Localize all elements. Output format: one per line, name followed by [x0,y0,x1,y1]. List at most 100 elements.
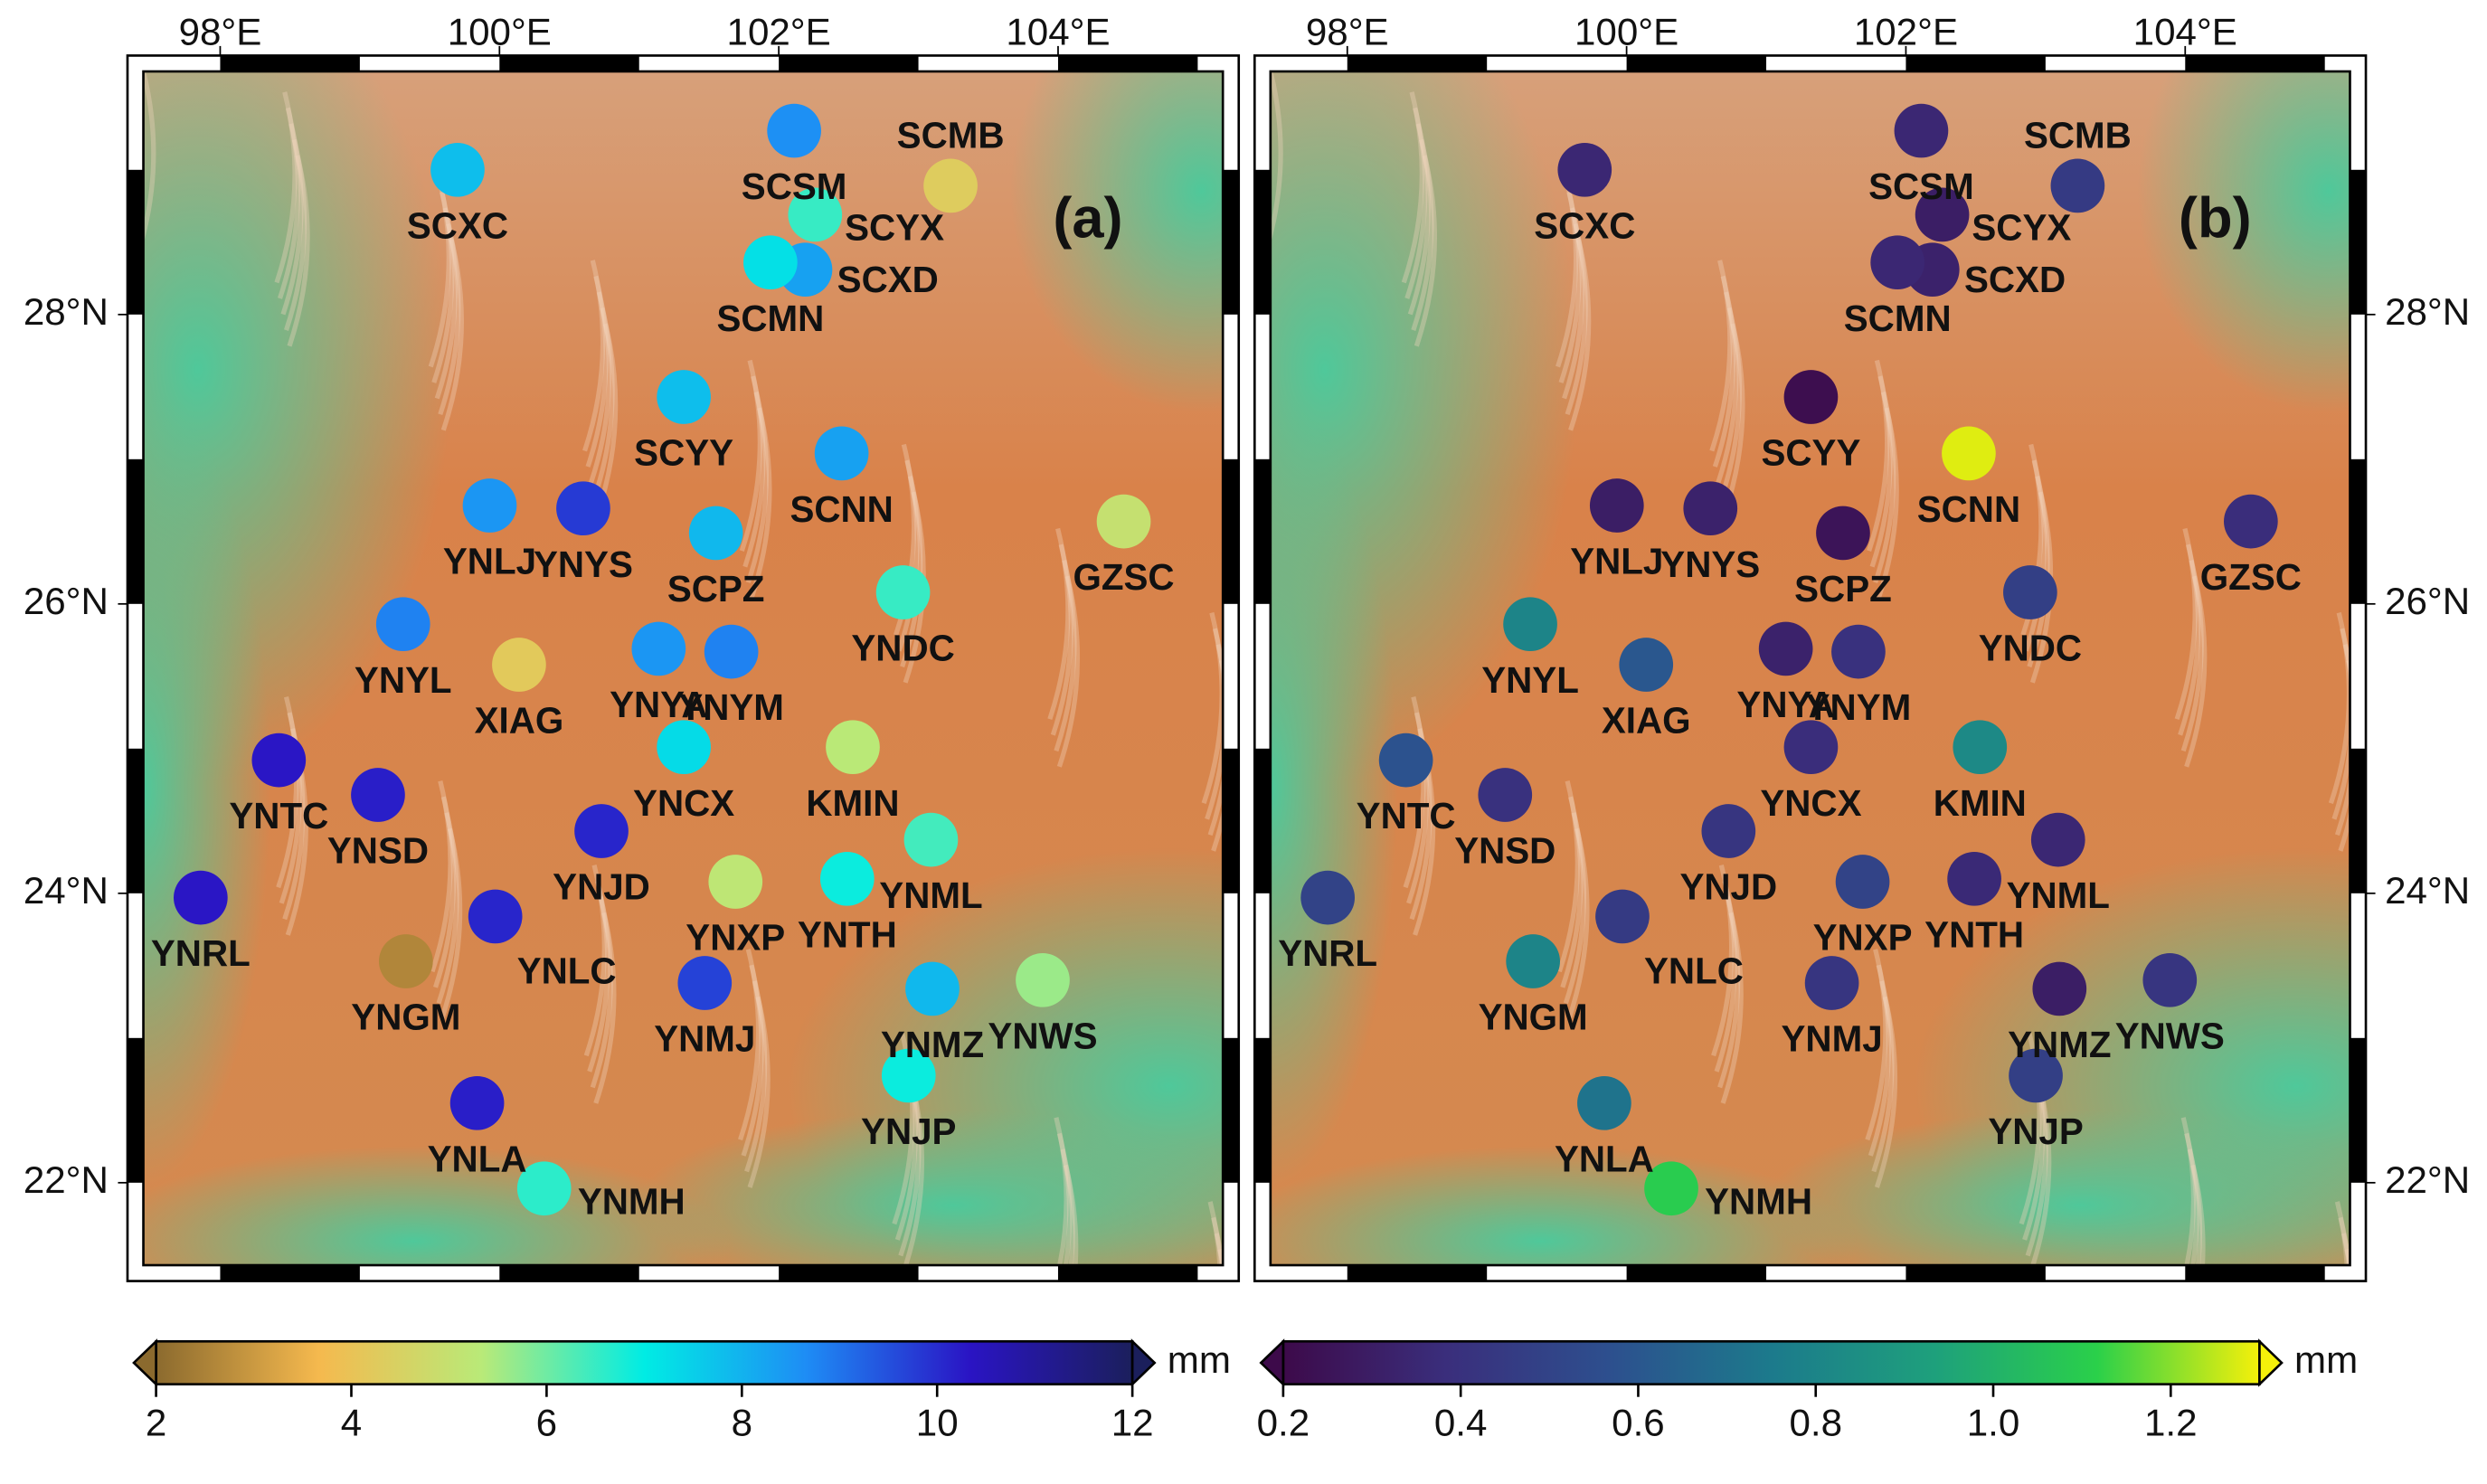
cb-tick-label: 0.8 [1789,1401,1842,1443]
ridge [433,796,457,988]
ridge [1054,560,1077,752]
station [351,768,405,822]
cb-tick-label: 0.6 [1612,1401,1665,1443]
lowland [1270,1146,1858,1266]
station-label: YNCX [633,782,734,824]
ridge [1876,407,1899,600]
station-label: YNMJ [654,1018,755,1060]
station [1503,597,1557,652]
station [1942,426,1996,481]
ridge [287,155,310,347]
ridge [430,780,453,973]
station-label: YNJP [1988,1111,2083,1152]
station [468,889,523,944]
station-label: SCMN [716,298,824,339]
ridge [1211,659,1224,852]
station-label: SCXC [407,204,508,246]
ridge [284,138,307,331]
station-label: SCYX [1972,207,2071,249]
ridge [1054,1117,1069,1266]
station [1478,768,1533,822]
ridge [2030,1080,2052,1266]
cb-tick-label: 1.2 [2144,1401,2198,1443]
ridge [1869,375,1893,568]
station-label: YNYL [355,659,452,701]
cb-tick-label: 0.2 [1257,1401,1310,1443]
station [905,961,960,1016]
ridge [593,912,617,1104]
ridge [1873,391,1896,584]
station-label: YNLJ [1570,541,1663,582]
ridge [745,391,769,584]
ridge [434,207,458,400]
ridge [1709,260,1733,452]
station [462,478,517,533]
ridge [1063,1164,1079,1266]
station-label: YNRL [1278,932,1377,974]
ridge [1867,359,1890,552]
station [516,1161,572,1216]
station [1870,235,1925,290]
lat-tick-label: 24°N [2385,869,2470,912]
ridge [1718,307,1743,500]
ridge [1556,175,1579,368]
ridge [280,123,304,316]
lon-tick-label: 100°E [448,11,552,53]
station-label: YNXP [1813,917,1913,959]
ridge [2180,560,2204,752]
frame-bar [1057,55,1198,71]
frame-bar [1626,1265,1767,1281]
station [1619,638,1674,692]
ridge [749,407,772,600]
lat-tick-label: 28°N [24,290,109,333]
ridge [2338,659,2350,852]
ridge [1865,949,1888,1141]
lon-tick-label: 102°E [1854,11,1958,53]
station-label: YNMZ [881,1024,984,1065]
station [1915,187,1970,242]
frame-bar [779,55,919,71]
station-label: YNTC [229,795,328,837]
station [743,235,798,290]
ridge [738,949,761,1141]
ridge [2334,644,2350,837]
station-label: YNLA [1555,1138,1654,1179]
ridge [2184,1132,2199,1266]
frame-bar [2350,169,2367,315]
station-label: YNML [879,874,982,916]
frame-bar [1223,1037,1239,1183]
station [1577,1075,1631,1130]
station [814,426,869,481]
lowland [143,1146,731,1266]
station [1683,481,1738,536]
ridge [274,91,298,284]
station [875,565,931,619]
frame-bar [2350,748,2367,893]
map-panel: 98°E 100°E 102°E 104°E 22°N 24°N 26°N 28°N (a) SC… [24,11,1241,1443]
frame-bar [127,169,144,315]
station [631,621,686,676]
ridge [1207,644,1224,837]
frame-bar [499,1265,639,1281]
station-label: YNDC [851,628,954,669]
ridge [276,695,299,889]
ridge [1556,780,1580,973]
ridge [1407,123,1431,316]
station [708,855,763,909]
station [704,624,759,679]
ridge [1411,138,1434,331]
station-label: YNGM [1479,997,1588,1038]
station-label: GZSC [1073,556,1174,598]
frame-bar [1254,1037,1271,1183]
ridge [2190,1164,2206,1266]
lowland [143,391,270,1185]
lon-tick-label: 98°E [1306,11,1389,53]
lon-tick-label: 98°E [179,11,262,53]
ridge [1562,207,1585,400]
station [378,934,433,988]
station [2003,565,2057,619]
ridge [1056,1132,1073,1266]
cb-tick-label: 6 [536,1401,557,1443]
station-label: YNMH [578,1180,686,1222]
ridge [1056,575,1081,768]
